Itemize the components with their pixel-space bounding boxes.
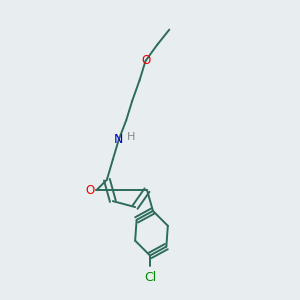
Text: O: O xyxy=(141,54,150,67)
Text: O: O xyxy=(85,184,94,196)
Text: H: H xyxy=(127,132,136,142)
Text: Cl: Cl xyxy=(144,271,156,284)
Text: N: N xyxy=(114,133,124,146)
